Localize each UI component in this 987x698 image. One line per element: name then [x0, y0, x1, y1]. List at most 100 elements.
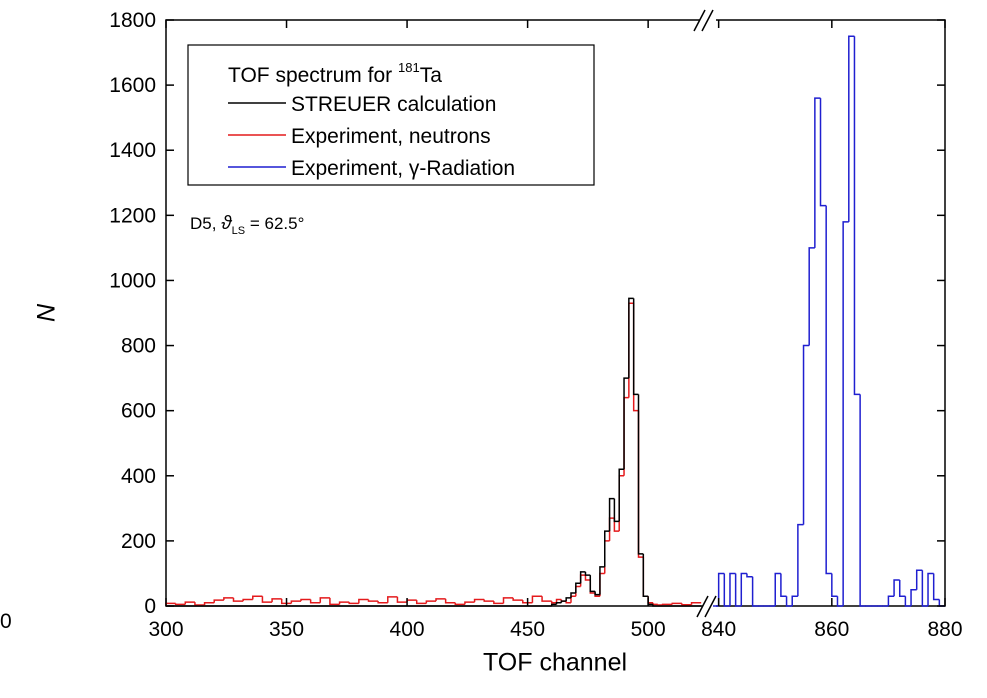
histogram-step — [464, 601, 475, 605]
histogram-step — [608, 497, 615, 532]
histogram-step — [584, 575, 591, 581]
histogram-step — [842, 221, 849, 606]
histogram-step — [780, 573, 787, 597]
histogram-step — [618, 468, 625, 522]
annotation-value: = 62.5° — [245, 214, 304, 233]
histogram-step — [938, 599, 945, 607]
histogram-step — [825, 205, 832, 575]
histogram-step — [628, 297, 634, 379]
axis-break — [696, 595, 709, 618]
legend-title-element: Ta — [420, 64, 443, 87]
histogram-step — [915, 569, 923, 590]
histogram-step — [565, 597, 571, 602]
annotation-text: D5, — [190, 214, 221, 233]
histogram-step — [502, 597, 514, 604]
y-axis-label: N — [33, 303, 61, 322]
histogram-step — [642, 553, 649, 597]
histogram-step — [785, 596, 793, 607]
y-tick-label: 1400 — [109, 139, 156, 162]
histogram-step — [444, 598, 456, 604]
x-tick-label: 300 — [148, 618, 183, 641]
marks — [165, 35, 945, 607]
legend-title-text: TOF spectrum for — [228, 64, 398, 87]
histogram-step — [300, 598, 311, 602]
histogram-step — [802, 344, 810, 525]
histogram-step — [575, 582, 581, 593]
histogram-step — [791, 595, 798, 606]
plot-frame — [165, 19, 946, 607]
histogram-step — [522, 600, 533, 604]
histogram-step — [734, 573, 742, 607]
y-tick-label: 1000 — [109, 269, 156, 292]
legend-label: Experiment, γ-Radiation — [291, 157, 515, 180]
histogram-step — [435, 598, 446, 602]
legend-label: STREUER calculation — [291, 93, 496, 116]
histogram-step — [512, 597, 523, 601]
histogram-step — [652, 602, 658, 606]
axis-break — [704, 595, 717, 618]
annotation-symbol: ϑ — [221, 213, 232, 234]
histogram-step — [174, 603, 186, 606]
histogram-step — [853, 36, 861, 396]
histogram-step — [271, 598, 282, 603]
x-tick-label: 350 — [269, 618, 304, 641]
histogram-step — [280, 598, 292, 605]
y-tick-label: 200 — [121, 530, 156, 553]
histogram-step — [671, 602, 682, 605]
histogram-step — [921, 570, 929, 607]
x-axis-label: TOF channel — [483, 649, 627, 677]
histogram-step — [531, 595, 543, 603]
annotation: D5, ϑLS = 62.5° — [190, 213, 304, 237]
histogram-step — [632, 298, 639, 396]
histogram-step — [309, 599, 321, 604]
histogram-step — [594, 591, 600, 596]
histogram-step — [425, 600, 436, 604]
histogram-step — [819, 98, 827, 207]
histogram-step — [541, 596, 552, 602]
legend-title-sup: 181 — [398, 60, 420, 75]
axis-break — [701, 9, 714, 32]
histogram-step — [338, 601, 350, 605]
x-tick-label: 450 — [510, 618, 545, 641]
histogram-step — [570, 592, 576, 598]
legend-title: TOF spectrum for 181Ta — [228, 60, 442, 87]
histogram-step — [358, 598, 369, 604]
histogram-step — [550, 603, 557, 606]
histogram-step — [831, 573, 838, 597]
histogram-step — [797, 523, 804, 597]
histogram-step — [740, 572, 747, 606]
histogram-step — [774, 572, 781, 606]
histogram-step — [848, 35, 855, 222]
histogram-step — [898, 579, 906, 597]
legend-label: Experiment, neutrons — [291, 125, 491, 148]
histogram-step — [729, 572, 736, 606]
histogram-step — [555, 598, 562, 603]
histogram-step — [717, 572, 725, 606]
histogram-step — [203, 601, 215, 606]
histogram-step — [242, 598, 253, 602]
histogram-step — [836, 596, 844, 607]
stray-label: 30 — [0, 610, 12, 633]
histogram-step — [377, 601, 388, 604]
histogram-step — [681, 603, 692, 606]
x-tick-label: 400 — [390, 618, 425, 641]
histogram-step — [623, 377, 629, 470]
histogram-step — [367, 599, 379, 602]
histogram-step — [329, 597, 340, 606]
histogram-step — [932, 573, 940, 601]
histogram-step — [290, 600, 301, 604]
histogram-step — [657, 604, 663, 606]
histogram-step — [690, 601, 702, 605]
histogram-step — [473, 598, 485, 603]
histogram-step — [893, 579, 900, 597]
histogram-step — [723, 573, 730, 607]
histogram-step — [550, 601, 557, 604]
y-tick-label: 600 — [121, 400, 156, 423]
histogram-step — [415, 600, 427, 605]
histogram-step — [579, 571, 586, 584]
histogram-step — [493, 601, 504, 605]
histogram-step — [396, 596, 408, 603]
y-tick-label: 1200 — [109, 204, 156, 227]
